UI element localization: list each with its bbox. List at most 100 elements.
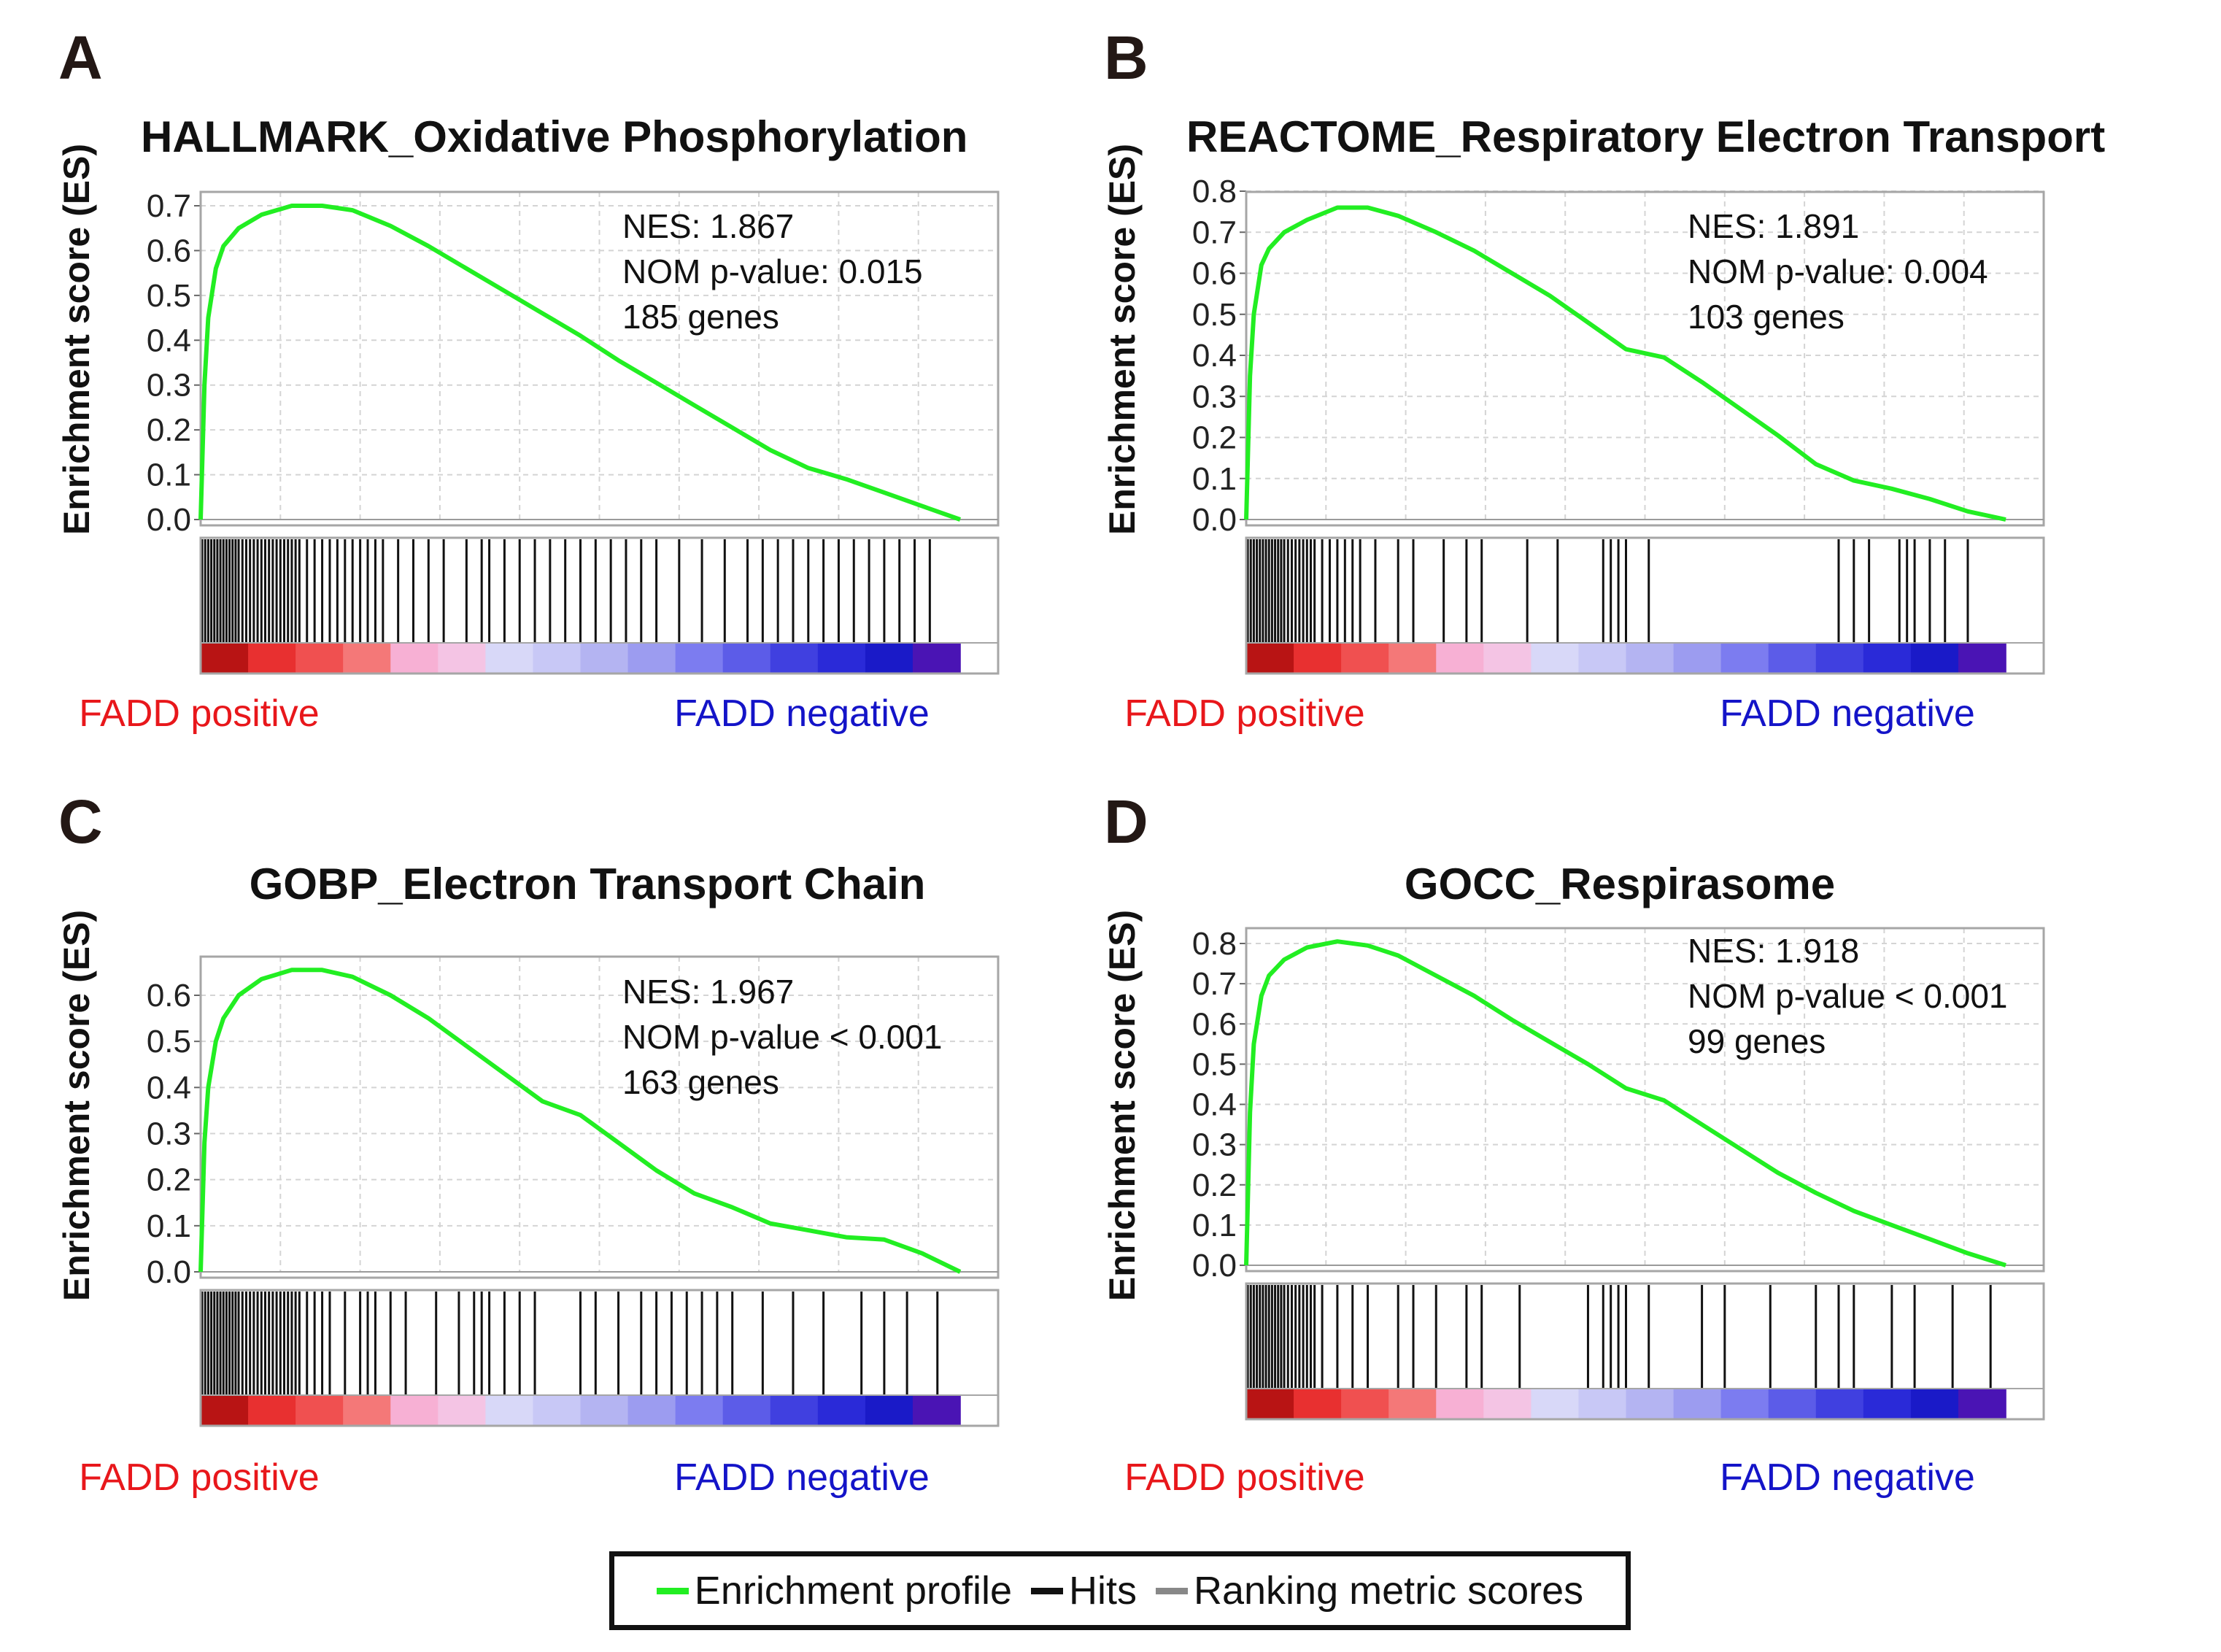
y-tick-label: 0.8	[1192, 926, 1237, 962]
hits-frame	[1245, 1282, 2045, 1421]
heatmap-segment	[1768, 1389, 1817, 1419]
heatmap-segment	[770, 643, 819, 673]
heatmap-segment	[1815, 1389, 1864, 1419]
heatmap-segment	[1341, 1389, 1389, 1419]
hits-frame	[199, 1289, 1000, 1427]
y-tick-label: 0.7	[1192, 215, 1237, 250]
nes-text: NES: 1.867	[622, 207, 794, 245]
heatmap-segment	[580, 643, 629, 673]
y-tick-label: 0.7	[147, 188, 191, 224]
y-tick-label: 0.5	[147, 1024, 191, 1059]
heatmap-segment	[912, 1395, 961, 1426]
y-ticks: 0.7 0.6 0.5 0.4 0.3 0.2 0.1 0.0	[147, 188, 201, 538]
pvalue-text: NOM p-value: 0.015	[622, 252, 923, 290]
legend-label-profile: Enrichment profile	[694, 1569, 1012, 1613]
panel-letter: B	[1104, 23, 1148, 92]
heatmap-segment	[1768, 643, 1817, 673]
heatmap-segment	[1626, 643, 1675, 673]
enrichment-profile-line	[1244, 205, 2006, 522]
heatmap-segment	[865, 643, 913, 673]
heatmap-segment	[533, 643, 582, 673]
heatmap-segment	[1578, 1389, 1627, 1419]
heatmap-segment	[343, 643, 392, 673]
heatmap-segment	[1673, 643, 1722, 673]
y-tick-label: 0.4	[1192, 1087, 1237, 1123]
heatmap-segment	[1341, 643, 1389, 673]
y-tick-label: 0.1	[147, 1208, 191, 1244]
legend-label-hits: Hits	[1069, 1569, 1137, 1613]
nes-text: NES: 1.967	[622, 973, 794, 1011]
fadd-positive-label: FADD positive	[1124, 1456, 1364, 1499]
heatmap-segment	[580, 1395, 629, 1426]
legend-label-ranking: Ranking metric scores	[1194, 1569, 1584, 1613]
y-ticks: 0.8 0.7 0.6 0.5 0.4 0.3 0.2 0.1 0.0	[1192, 926, 1246, 1284]
panel-b: B REACTOME_Respiratory Electron Transpor…	[1102, 15, 2198, 773]
fadd-positive-label: FADD positive	[79, 1456, 319, 1499]
y-tick-label: 0.8	[1192, 174, 1237, 209]
genes-text: 185 genes	[622, 298, 779, 336]
panel-title: REACTOME_Respiratory Electron Transport	[1186, 112, 2105, 161]
y-ticks: 0.6 0.5 0.4 0.3 0.2 0.1 0.0	[147, 978, 201, 1290]
y-axis-label: Enrichment score (ES)	[56, 910, 97, 1301]
legend-item-ranking: Ranking metric scores	[1156, 1568, 1583, 1613]
y-tick-label: 0.2	[147, 1162, 191, 1198]
y-tick-label: 0.5	[1192, 1046, 1237, 1082]
heatmap-segment	[485, 643, 534, 673]
hits-band	[1246, 539, 1969, 643]
heatmap-segment	[296, 643, 344, 673]
heatmap-segment	[1910, 643, 1959, 673]
heatmap-segment	[390, 643, 439, 673]
heatmap-segment	[1531, 643, 1580, 673]
y-tick-label: 0.6	[1192, 1006, 1237, 1042]
hits-frame	[1245, 536, 2045, 675]
heatmap-segment	[1483, 1389, 1532, 1419]
y-tick-label: 0.6	[1192, 256, 1237, 292]
hits-frame	[199, 536, 1000, 675]
heatmap-segment	[1246, 1389, 1294, 1419]
genes-text: 103 genes	[1688, 298, 1845, 336]
heatmap-segment	[438, 643, 487, 673]
panel-d-chart: D GOCC_Respirasome Enrichment score (ES)…	[1102, 787, 2045, 1499]
heatmap-segment	[201, 643, 249, 673]
legend-swatch-hits	[1031, 1587, 1063, 1594]
heatmap-segment	[865, 1395, 913, 1426]
heatmap-segment	[627, 1395, 676, 1426]
y-tick-label: 0.6	[147, 978, 191, 1014]
y-tick-label: 0.0	[147, 502, 191, 538]
grid	[1246, 190, 2044, 520]
fadd-positive-label: FADD positive	[79, 692, 319, 735]
y-ticks: 0.8 0.7 0.6 0.5 0.4 0.3 0.2 0.1 0.0	[1192, 174, 1246, 538]
y-tick-label: 0.3	[147, 368, 191, 404]
legend-item-hits: Hits	[1031, 1568, 1137, 1613]
fadd-negative-label: FADD negative	[674, 1456, 930, 1499]
legend-item-profile: Enrichment profile	[656, 1568, 1012, 1613]
y-tick-label: 0.7	[1192, 966, 1237, 1002]
heatmap-segment	[1863, 1389, 1912, 1419]
legend-swatch-profile	[656, 1587, 689, 1594]
fadd-negative-label: FADD negative	[1720, 692, 1975, 735]
fadd-negative-label: FADD negative	[674, 692, 930, 735]
heatmap-segment	[296, 1395, 344, 1426]
heatmap-segment	[1436, 1389, 1485, 1419]
y-tick-label: 0.1	[147, 458, 191, 493]
heatmap-segment	[1910, 1389, 1959, 1419]
heatmap-segment	[675, 643, 724, 673]
genes-text: 163 genes	[622, 1063, 779, 1101]
enrichment-profile-line	[198, 204, 961, 522]
heatmap-segment	[201, 1395, 249, 1426]
grid	[201, 192, 998, 520]
pvalue-text: NOM p-value < 0.001	[622, 1018, 943, 1056]
heatmap-segment	[627, 643, 676, 673]
grid	[1246, 928, 2044, 1265]
heatmap-segment	[1720, 1389, 1769, 1419]
es-plot-frame	[199, 190, 1000, 527]
heatmap-segment	[770, 1395, 819, 1426]
y-tick-label: 0.4	[147, 323, 191, 358]
panel-letter: A	[58, 23, 103, 92]
heatmap-segment	[1436, 643, 1485, 673]
es-plot-frame	[199, 955, 1000, 1279]
y-tick-label: 0.5	[1192, 297, 1237, 333]
y-tick-label: 0.3	[1192, 1127, 1237, 1163]
panel-d: D GOCC_Respirasome Enrichment score (ES)…	[1102, 779, 2198, 1537]
